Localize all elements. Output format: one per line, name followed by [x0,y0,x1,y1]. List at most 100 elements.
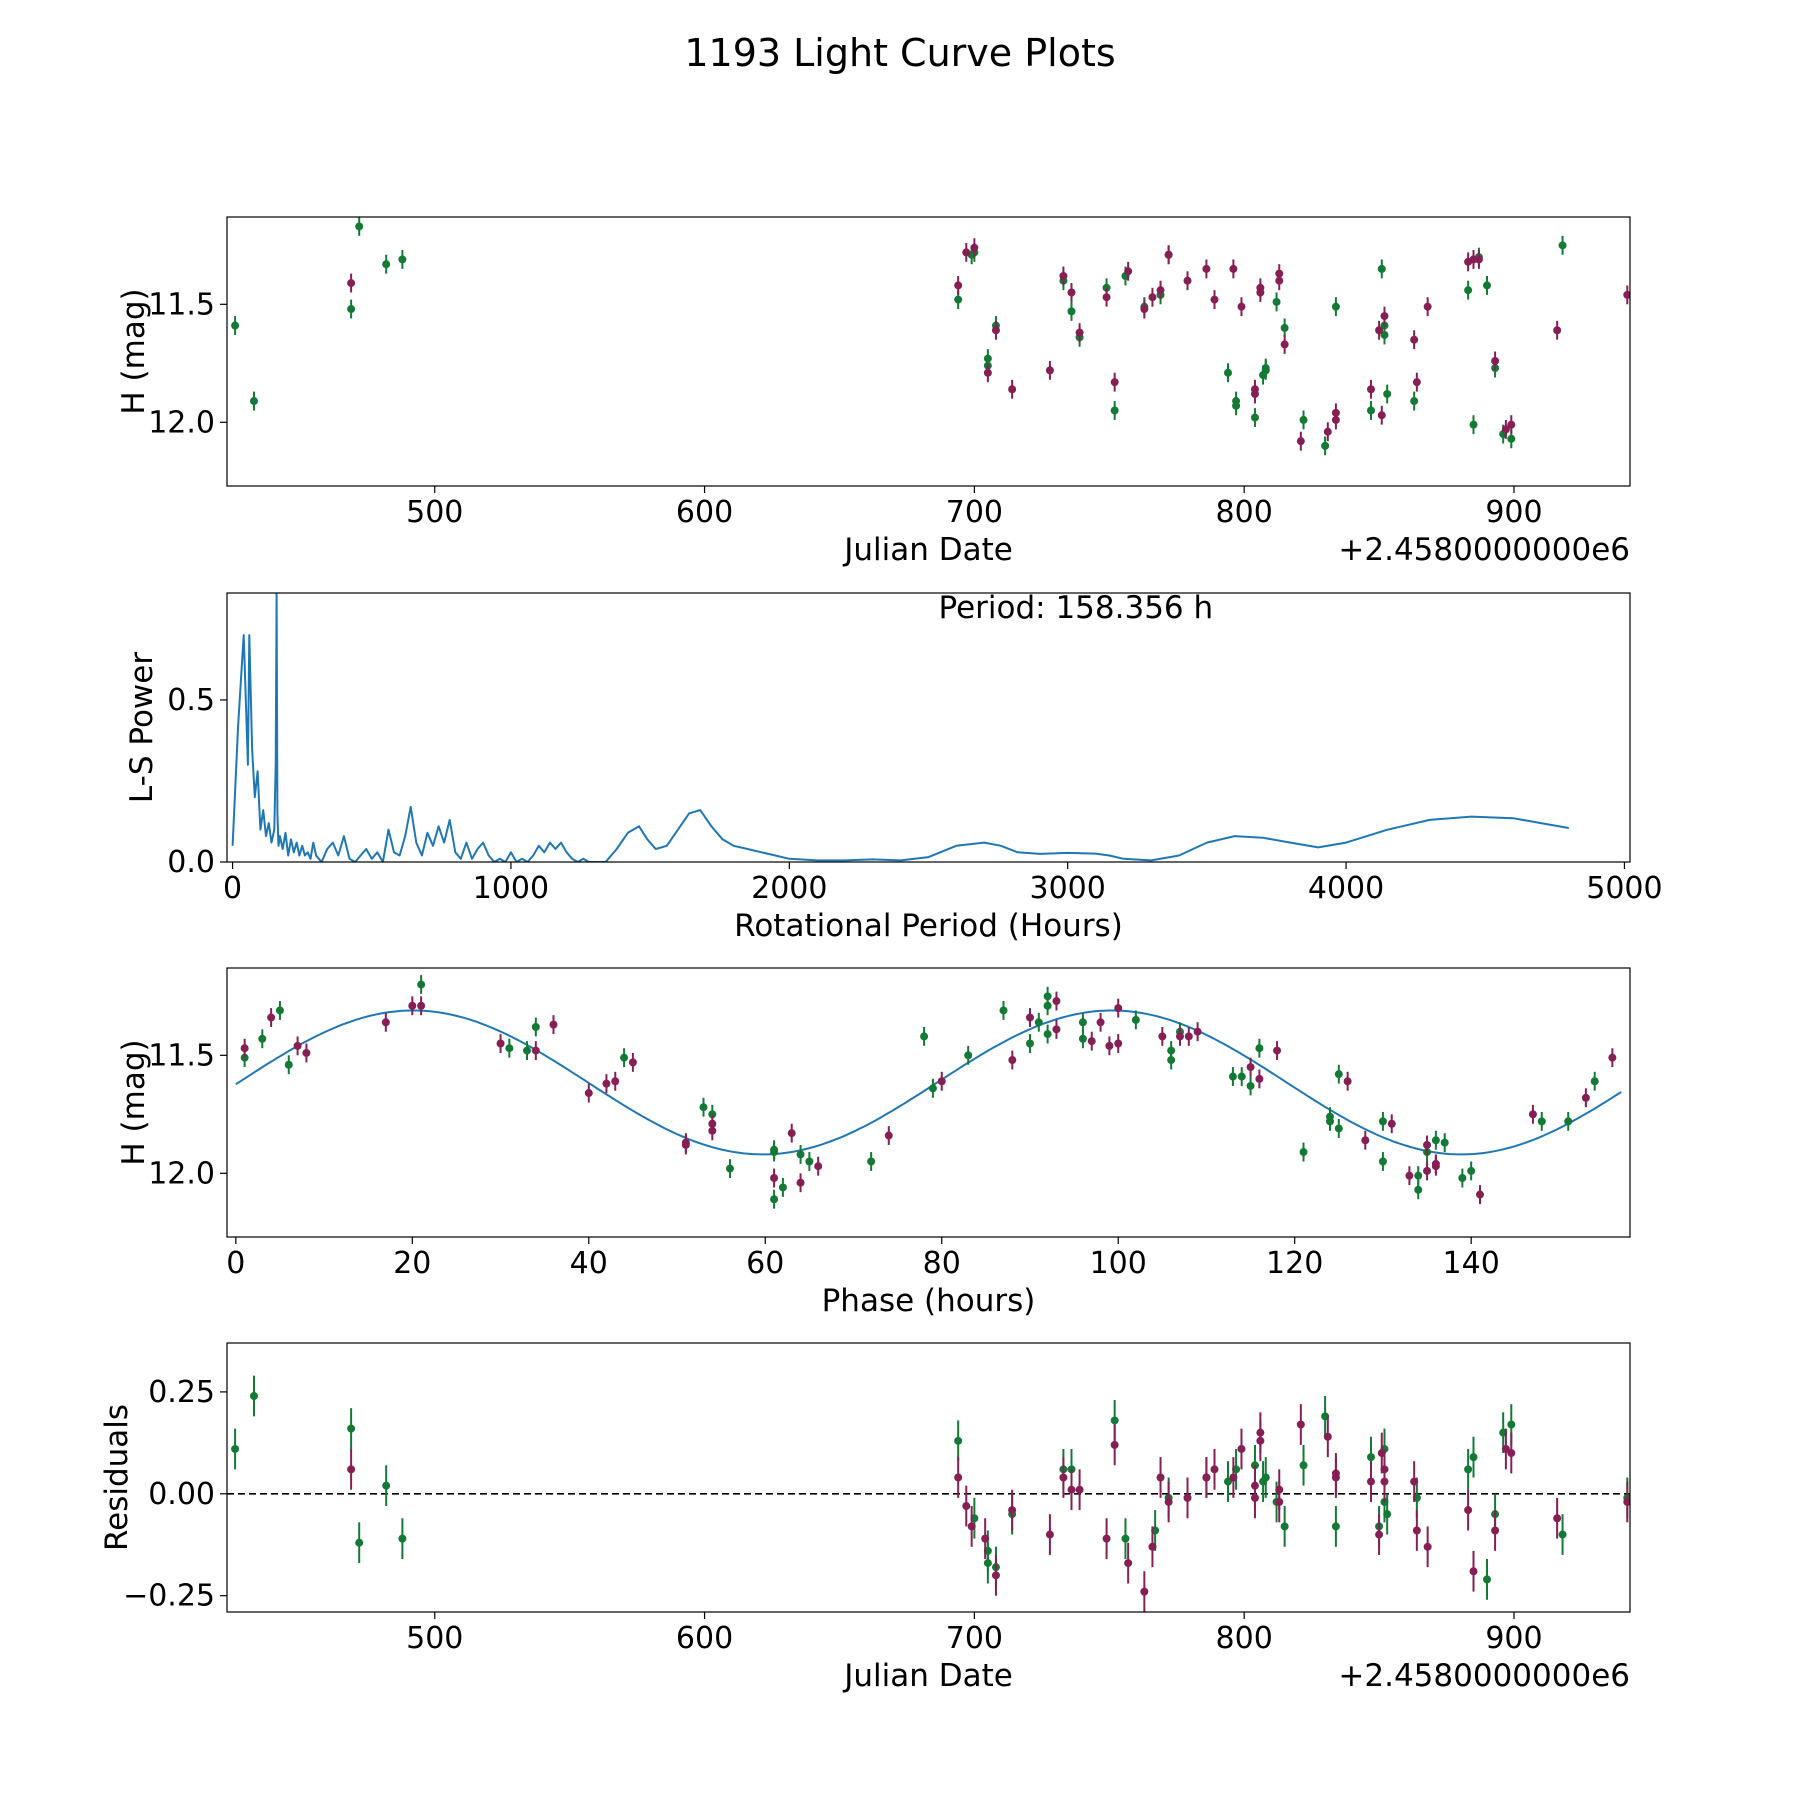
data-point [1185,1032,1193,1040]
data-point [1210,296,1218,304]
data-point [1470,1453,1478,1461]
data-point [1026,1014,1034,1022]
data-point [1194,1028,1202,1036]
data-point [1475,255,1483,263]
data-point [611,1077,619,1085]
data-point [355,222,363,230]
data-point [1202,1474,1210,1482]
x-tick-label: 5000 [1586,871,1662,906]
data-point [1324,1433,1332,1441]
y-axis-label: L-S Power [124,652,160,803]
data-point [1132,1016,1140,1024]
data-point [523,1047,531,1055]
data-point [1237,1445,1245,1453]
data-point [1052,997,1060,1005]
data-point [276,1006,284,1014]
data-point [1367,1478,1375,1486]
data-point [620,1054,628,1062]
y-tick-label: 0.00 [148,1477,215,1512]
y-tick-label: 0.25 [148,1375,215,1410]
data-point [231,1445,239,1453]
data-point [1367,406,1375,414]
data-point [1476,1191,1484,1199]
data-point [294,1042,302,1050]
data-point [770,1146,778,1154]
x-tick-label: 0 [226,1246,245,1281]
data-point [250,1392,258,1400]
data-point [968,1522,976,1530]
data-point [1491,1526,1499,1534]
data-point [1582,1094,1590,1102]
data-point [1076,1486,1084,1494]
x-tick-label: 700 [946,1621,1003,1656]
data-point [1432,1162,1440,1170]
data-point [1483,281,1491,289]
data-point [1591,1077,1599,1085]
y-tick-label: 0.0 [167,845,215,880]
data-point [267,1014,275,1022]
data-point [1410,1478,1418,1486]
data-point [1281,324,1289,332]
data-point [347,1425,355,1433]
data-point [1424,303,1432,311]
data-point [1067,289,1075,297]
data-point [1148,1543,1156,1551]
y-tick-label: 11.5 [148,287,215,322]
x-axis-label: Julian Date [842,532,1013,568]
data-point [992,326,1000,334]
data-point [726,1165,734,1173]
figure-background [0,0,1800,1800]
data-point [1124,1559,1132,1567]
data-point [398,255,406,263]
x-axis-label: Rotational Period (Hours) [734,908,1123,944]
data-point [382,1018,390,1026]
data-point [1097,1018,1105,1026]
data-point [1559,1531,1567,1539]
x-offset-label: +2.4580000000e6 [1338,1658,1630,1694]
data-point [1413,1526,1421,1534]
y-tick-label: 12.0 [148,405,215,440]
data-point [682,1141,690,1149]
data-point [1380,1478,1388,1486]
data-point [1332,303,1340,311]
data-point [1232,397,1240,405]
x-tick-label: 600 [676,495,733,530]
data-point [1224,369,1232,377]
data-point [1251,1494,1259,1502]
data-point [1262,364,1270,372]
data-point [258,1035,266,1043]
y-tick-label: 12.0 [148,1156,215,1191]
data-point [1300,416,1308,424]
data-point [779,1183,787,1191]
x-tick-label: 80 [923,1246,961,1281]
x-tick-label: 800 [1216,495,1273,530]
data-point [1321,442,1329,450]
data-point [1335,1124,1343,1132]
data-point [1088,1037,1096,1045]
x-tick-label: 600 [676,1621,733,1656]
data-point [920,1032,928,1040]
data-point [1413,378,1421,386]
data-point [1529,1110,1537,1118]
data-point [1553,326,1561,334]
data-point [1281,340,1289,348]
x-tick-label: 500 [406,495,463,530]
data-point [1008,385,1016,393]
data-point [929,1084,937,1092]
data-point [1414,1186,1422,1194]
data-point [708,1127,716,1135]
data-point [1367,385,1375,393]
data-point [1491,357,1499,365]
data-point [1008,1056,1016,1064]
x-tick-label: 0 [223,871,242,906]
data-point [347,1465,355,1473]
data-point [1262,1474,1270,1482]
data-point [1273,1047,1281,1055]
data-point [1383,390,1391,398]
x-tick-label: 2000 [751,871,827,906]
data-point [797,1179,805,1187]
data-point [1111,406,1119,414]
x-tick-label: 700 [946,495,1003,530]
data-point [1000,1006,1008,1014]
data-point [302,1049,310,1057]
